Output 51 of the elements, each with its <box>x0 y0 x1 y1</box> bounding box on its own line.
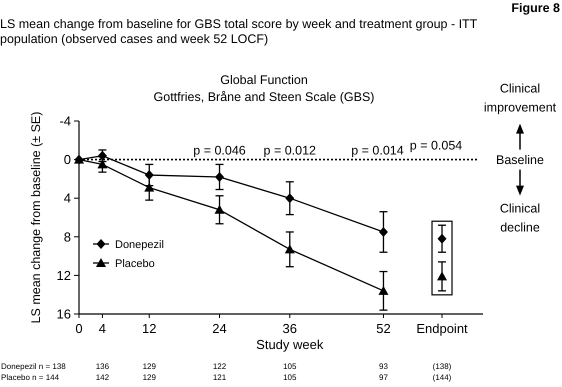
y-tick-label: 8 <box>64 229 71 244</box>
point <box>284 244 295 254</box>
point <box>214 204 225 214</box>
point <box>97 159 108 168</box>
point <box>144 182 154 192</box>
text: 105 <box>283 373 297 382</box>
text: Clinical improvement <box>484 82 557 115</box>
chart-subtitle: Global Function Gottfries, Bråne and Steen Scale (GBS) <box>154 73 374 104</box>
y-tick-label: 0 <box>64 152 71 168</box>
annotation: p = 0.054 <box>410 138 462 153</box>
annotation: p = 0.046 <box>193 144 246 158</box>
text: 93 <box>379 362 388 371</box>
ref-line-label: Baseline <box>496 153 544 168</box>
x-tick-label: 0 <box>75 321 83 336</box>
y-tick-label: -4 <box>59 114 71 128</box>
x-tick-label: 4 <box>98 321 106 336</box>
text: 129 <box>142 373 156 382</box>
text: 105 <box>283 362 297 371</box>
y-tick-label: 4 <box>64 190 71 206</box>
y-axis-title: LS mean change from baseline (± SE) <box>29 112 43 324</box>
text: Donepezil n = 138 <box>1 362 66 371</box>
point <box>215 172 224 182</box>
text: Clinical decline <box>500 202 540 235</box>
text: (138) <box>432 362 452 371</box>
legend-label: Donepezil <box>115 239 164 251</box>
y-tick-label: 12 <box>56 268 71 283</box>
chart-title: LS mean change from baseline for GBS total score by week and treatment group - ITT population (observed cases and week 52 LOCF) <box>0 17 478 46</box>
annotation: p = 0.012 <box>264 144 316 158</box>
y-tick-label: 16 <box>56 306 71 322</box>
caption: Figure 8 <box>511 1 560 15</box>
x-axis-title: Study week <box>256 337 324 352</box>
text: 122 <box>212 362 227 371</box>
x-tick-label: 12 <box>142 321 156 336</box>
text: (144) <box>432 373 452 382</box>
point <box>285 193 294 204</box>
text: Placebo n = 144 <box>1 373 60 382</box>
text: 97 <box>379 373 388 382</box>
point <box>378 286 388 295</box>
text: 142 <box>96 373 110 382</box>
legend-label: Placebo <box>115 258 155 270</box>
x-tick-label: 36 <box>282 321 298 336</box>
point <box>438 234 447 244</box>
x-tick-label: 52 <box>376 321 391 336</box>
text: 129 <box>142 362 156 371</box>
x-tick-label: 24 <box>212 321 227 336</box>
point <box>437 271 448 280</box>
annotation: p = 0.014 <box>351 144 404 158</box>
point <box>378 226 388 237</box>
text: 136 <box>96 362 110 371</box>
x-tick-label: Endpoint <box>416 321 468 336</box>
text: 121 <box>212 373 227 382</box>
